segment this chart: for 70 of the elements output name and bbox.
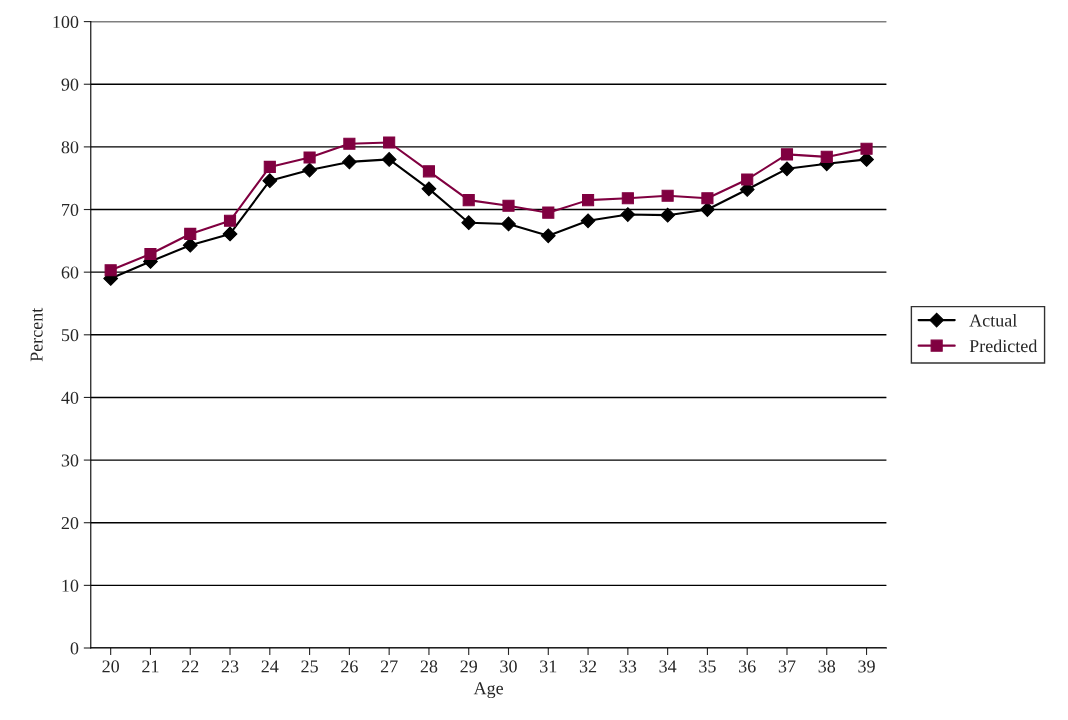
y-tick-label: 30 <box>61 454 79 467</box>
point <box>701 192 714 205</box>
point <box>581 194 595 207</box>
x-tick-label: 33 <box>619 660 637 673</box>
point <box>263 160 276 173</box>
x-tick-label: 34 <box>659 660 677 673</box>
y-tick-label: 70 <box>62 203 79 216</box>
y-tick-label: 40 <box>61 391 79 404</box>
point <box>501 216 516 232</box>
point <box>661 189 674 202</box>
point <box>341 154 357 170</box>
x-tick-label: 22 <box>182 660 199 673</box>
y-tick-label: 90 <box>61 78 79 91</box>
x-tick-label: 27 <box>380 660 398 673</box>
point <box>222 226 238 242</box>
point <box>859 152 874 167</box>
point <box>422 165 436 178</box>
point <box>223 214 237 227</box>
x-tick-label: 21 <box>142 660 159 673</box>
point <box>381 152 397 167</box>
x-tick-label: 31 <box>540 660 557 673</box>
x-tick-label: 28 <box>420 660 438 673</box>
point <box>302 162 317 178</box>
point <box>262 173 278 189</box>
y-tick-label: 50 <box>61 329 79 342</box>
point <box>542 206 555 219</box>
x-tick-label: 26 <box>341 660 358 673</box>
y-tick-label: 100 <box>53 15 79 29</box>
point <box>144 247 157 261</box>
x-tick-label: 39 <box>858 660 875 673</box>
point <box>860 142 873 155</box>
point <box>820 150 833 163</box>
point <box>540 228 556 244</box>
point <box>461 215 477 231</box>
x-axis-title: Age <box>473 682 504 699</box>
x-tick-label: 29 <box>460 660 478 673</box>
point <box>462 194 475 207</box>
point <box>741 173 754 186</box>
point <box>621 192 634 205</box>
legend-label: Actual <box>969 313 1017 327</box>
x-tick-label: 35 <box>699 660 716 673</box>
x-tick-label: 36 <box>739 660 756 673</box>
y-tick-label: 0 <box>70 642 79 655</box>
x-tick-label: 24 <box>261 660 279 673</box>
point <box>104 264 117 277</box>
point <box>779 161 795 177</box>
point <box>502 199 515 212</box>
x-tick-label: 25 <box>301 660 318 673</box>
point <box>184 227 197 241</box>
x-tick-label: 37 <box>778 660 796 673</box>
point <box>780 148 794 161</box>
x-tick-label: 23 <box>221 660 239 673</box>
y-tick-label: 80 <box>61 141 79 154</box>
point <box>620 207 636 222</box>
point <box>383 136 396 149</box>
x-tick-label: 20 <box>102 660 120 673</box>
point <box>343 137 356 150</box>
y-tick-label: 60 <box>61 266 79 279</box>
point <box>421 181 437 197</box>
y-axis-title: Percent <box>30 307 43 362</box>
point <box>700 202 715 217</box>
y-tick-label: 10 <box>62 579 79 592</box>
point <box>580 213 596 229</box>
legend-label: Predicted <box>969 339 1038 353</box>
point <box>303 151 316 164</box>
x-tick-label: 32 <box>579 660 597 673</box>
point <box>660 207 676 223</box>
y-tick-label: 20 <box>61 516 79 530</box>
x-tick-label: 30 <box>500 660 517 673</box>
x-tick-label: 38 <box>818 660 836 673</box>
